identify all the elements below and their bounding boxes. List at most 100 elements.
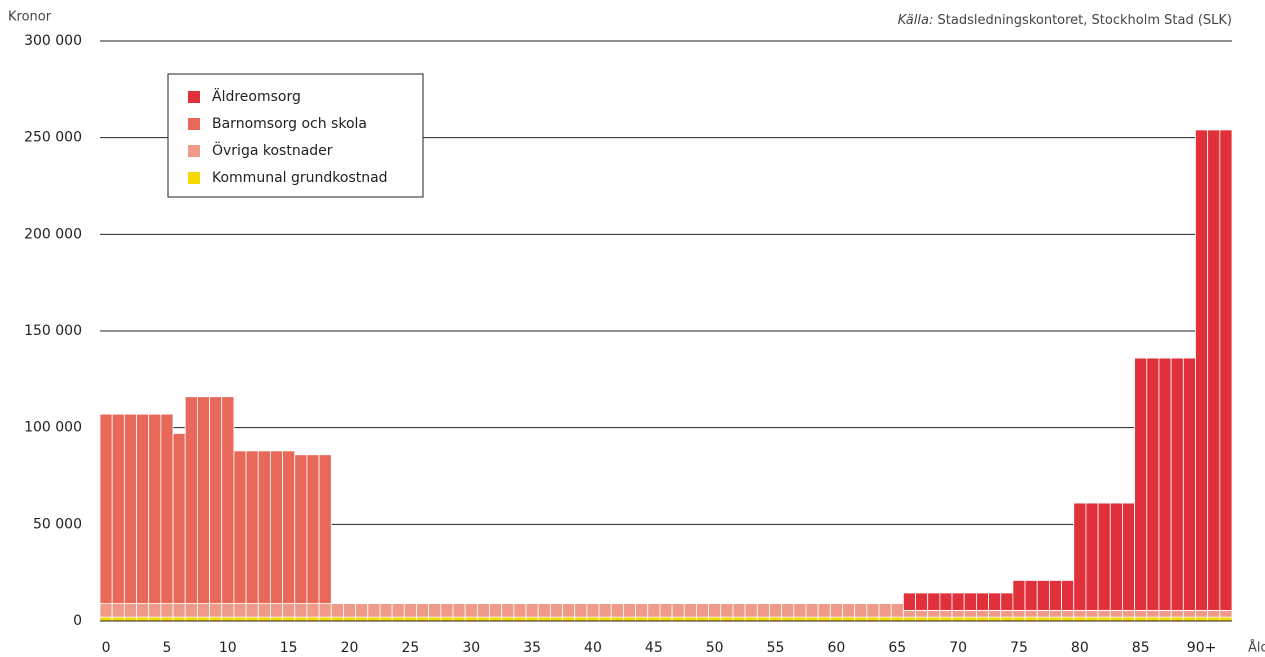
bar-segment xyxy=(963,609,977,618)
bar-segment xyxy=(866,603,880,618)
bar-segment xyxy=(367,603,381,618)
bar-segment xyxy=(489,616,503,622)
bar-segment xyxy=(562,616,576,622)
bar-segment xyxy=(257,450,271,605)
bar-segment xyxy=(1049,580,1062,611)
bar-segment xyxy=(756,603,770,618)
bar-segment xyxy=(501,603,515,618)
bar-segment xyxy=(1049,616,1062,622)
bar-segment xyxy=(951,609,965,618)
bar-segment xyxy=(1085,609,1099,618)
bar-segment xyxy=(233,450,247,605)
bar-segment xyxy=(452,603,466,618)
bar-segment xyxy=(330,616,344,622)
y-tick-label: 200 000 xyxy=(24,226,82,242)
bar-segment xyxy=(1097,616,1111,622)
bar-segment xyxy=(221,616,235,622)
bar-segment xyxy=(915,609,929,618)
bar-segment xyxy=(513,603,527,618)
source: Källa: Stadsledningskontoret, Stockholm … xyxy=(898,13,1232,28)
bar-segment xyxy=(988,609,1002,618)
bar-segment xyxy=(403,603,417,618)
bar-segment xyxy=(379,603,393,618)
bar-segment xyxy=(829,603,843,618)
legend-swatch xyxy=(188,145,200,157)
bar-segment xyxy=(1182,609,1196,618)
bar-segment xyxy=(148,603,162,618)
bar-segment xyxy=(647,603,661,618)
bar-segment xyxy=(257,616,271,622)
y-tick-label: 0 xyxy=(73,613,82,629)
bar-segment xyxy=(318,616,332,622)
bar-segment xyxy=(817,603,831,618)
bar-segment xyxy=(416,616,430,622)
bar-segment xyxy=(209,616,223,622)
bar-segment xyxy=(184,616,198,622)
bar-segment xyxy=(683,603,697,618)
bar-segment xyxy=(720,603,734,618)
bar-segment xyxy=(1158,357,1172,611)
bar-segment xyxy=(1146,357,1160,611)
bar-segment xyxy=(476,616,490,622)
bar-segment xyxy=(975,616,989,622)
bar-segment xyxy=(148,616,162,622)
bar-segment xyxy=(769,603,783,618)
bar-segment xyxy=(1024,580,1038,611)
bar-segment xyxy=(988,592,1002,611)
x-tick-label: 70 xyxy=(949,640,967,656)
bar-segment xyxy=(1024,616,1038,622)
bar-segment xyxy=(854,603,868,618)
y-tick-label: 300 000 xyxy=(24,33,82,49)
bar-segment xyxy=(1073,502,1087,611)
bar-segment xyxy=(245,450,259,605)
bar-segment xyxy=(196,396,210,605)
x-tick-label: 30 xyxy=(462,640,480,656)
bar-segment xyxy=(890,603,904,618)
bar-segment xyxy=(1170,609,1184,618)
bar-segment xyxy=(1219,129,1233,611)
bar-segment xyxy=(1207,129,1221,611)
bar-segment xyxy=(343,616,357,622)
y-tick-label: 150 000 xyxy=(24,323,82,339)
bar-segment xyxy=(464,616,478,622)
bar-segment xyxy=(939,592,953,611)
bar-segment xyxy=(148,413,162,604)
bar-segment xyxy=(172,603,186,618)
bar-segment xyxy=(330,603,344,618)
bar-segment xyxy=(732,616,746,622)
bar-segment xyxy=(1012,616,1026,622)
bar-segment xyxy=(501,616,515,622)
bar-segment xyxy=(1109,616,1123,622)
bar-segment xyxy=(233,616,247,622)
bar-segment xyxy=(1182,616,1196,622)
bar-segment xyxy=(1122,502,1136,611)
bar-segment xyxy=(562,603,576,618)
bar-segment xyxy=(659,603,673,618)
bar-segment xyxy=(440,616,454,622)
bar-segment xyxy=(683,616,697,622)
x-axis-label: Ålder xyxy=(1248,640,1265,656)
bar-segment xyxy=(890,616,904,622)
x-tick-label: 0 xyxy=(102,640,111,656)
bar-segment xyxy=(635,616,649,622)
bar-segment xyxy=(963,616,977,622)
bar-segment xyxy=(464,603,478,618)
x-tick-label: 65 xyxy=(888,640,906,656)
bar-segment xyxy=(416,603,430,618)
bar-segment xyxy=(1024,609,1038,618)
bar-segment xyxy=(878,603,892,618)
bar-segment xyxy=(598,616,612,622)
bar-segment xyxy=(854,616,868,622)
bar-segment xyxy=(635,603,649,618)
bar-segment xyxy=(1134,609,1148,618)
bar-segment xyxy=(1146,609,1160,618)
bar-segment xyxy=(793,616,807,622)
bar-segment xyxy=(355,616,369,622)
bar-segment xyxy=(476,603,490,618)
x-tick-label: 45 xyxy=(645,640,663,656)
legend-label: Barnomsorg och skola xyxy=(212,116,367,132)
bar-segment xyxy=(951,616,965,622)
bar-segment xyxy=(1061,616,1075,622)
bar-segment xyxy=(586,616,600,622)
x-tick-label: 35 xyxy=(523,640,541,656)
